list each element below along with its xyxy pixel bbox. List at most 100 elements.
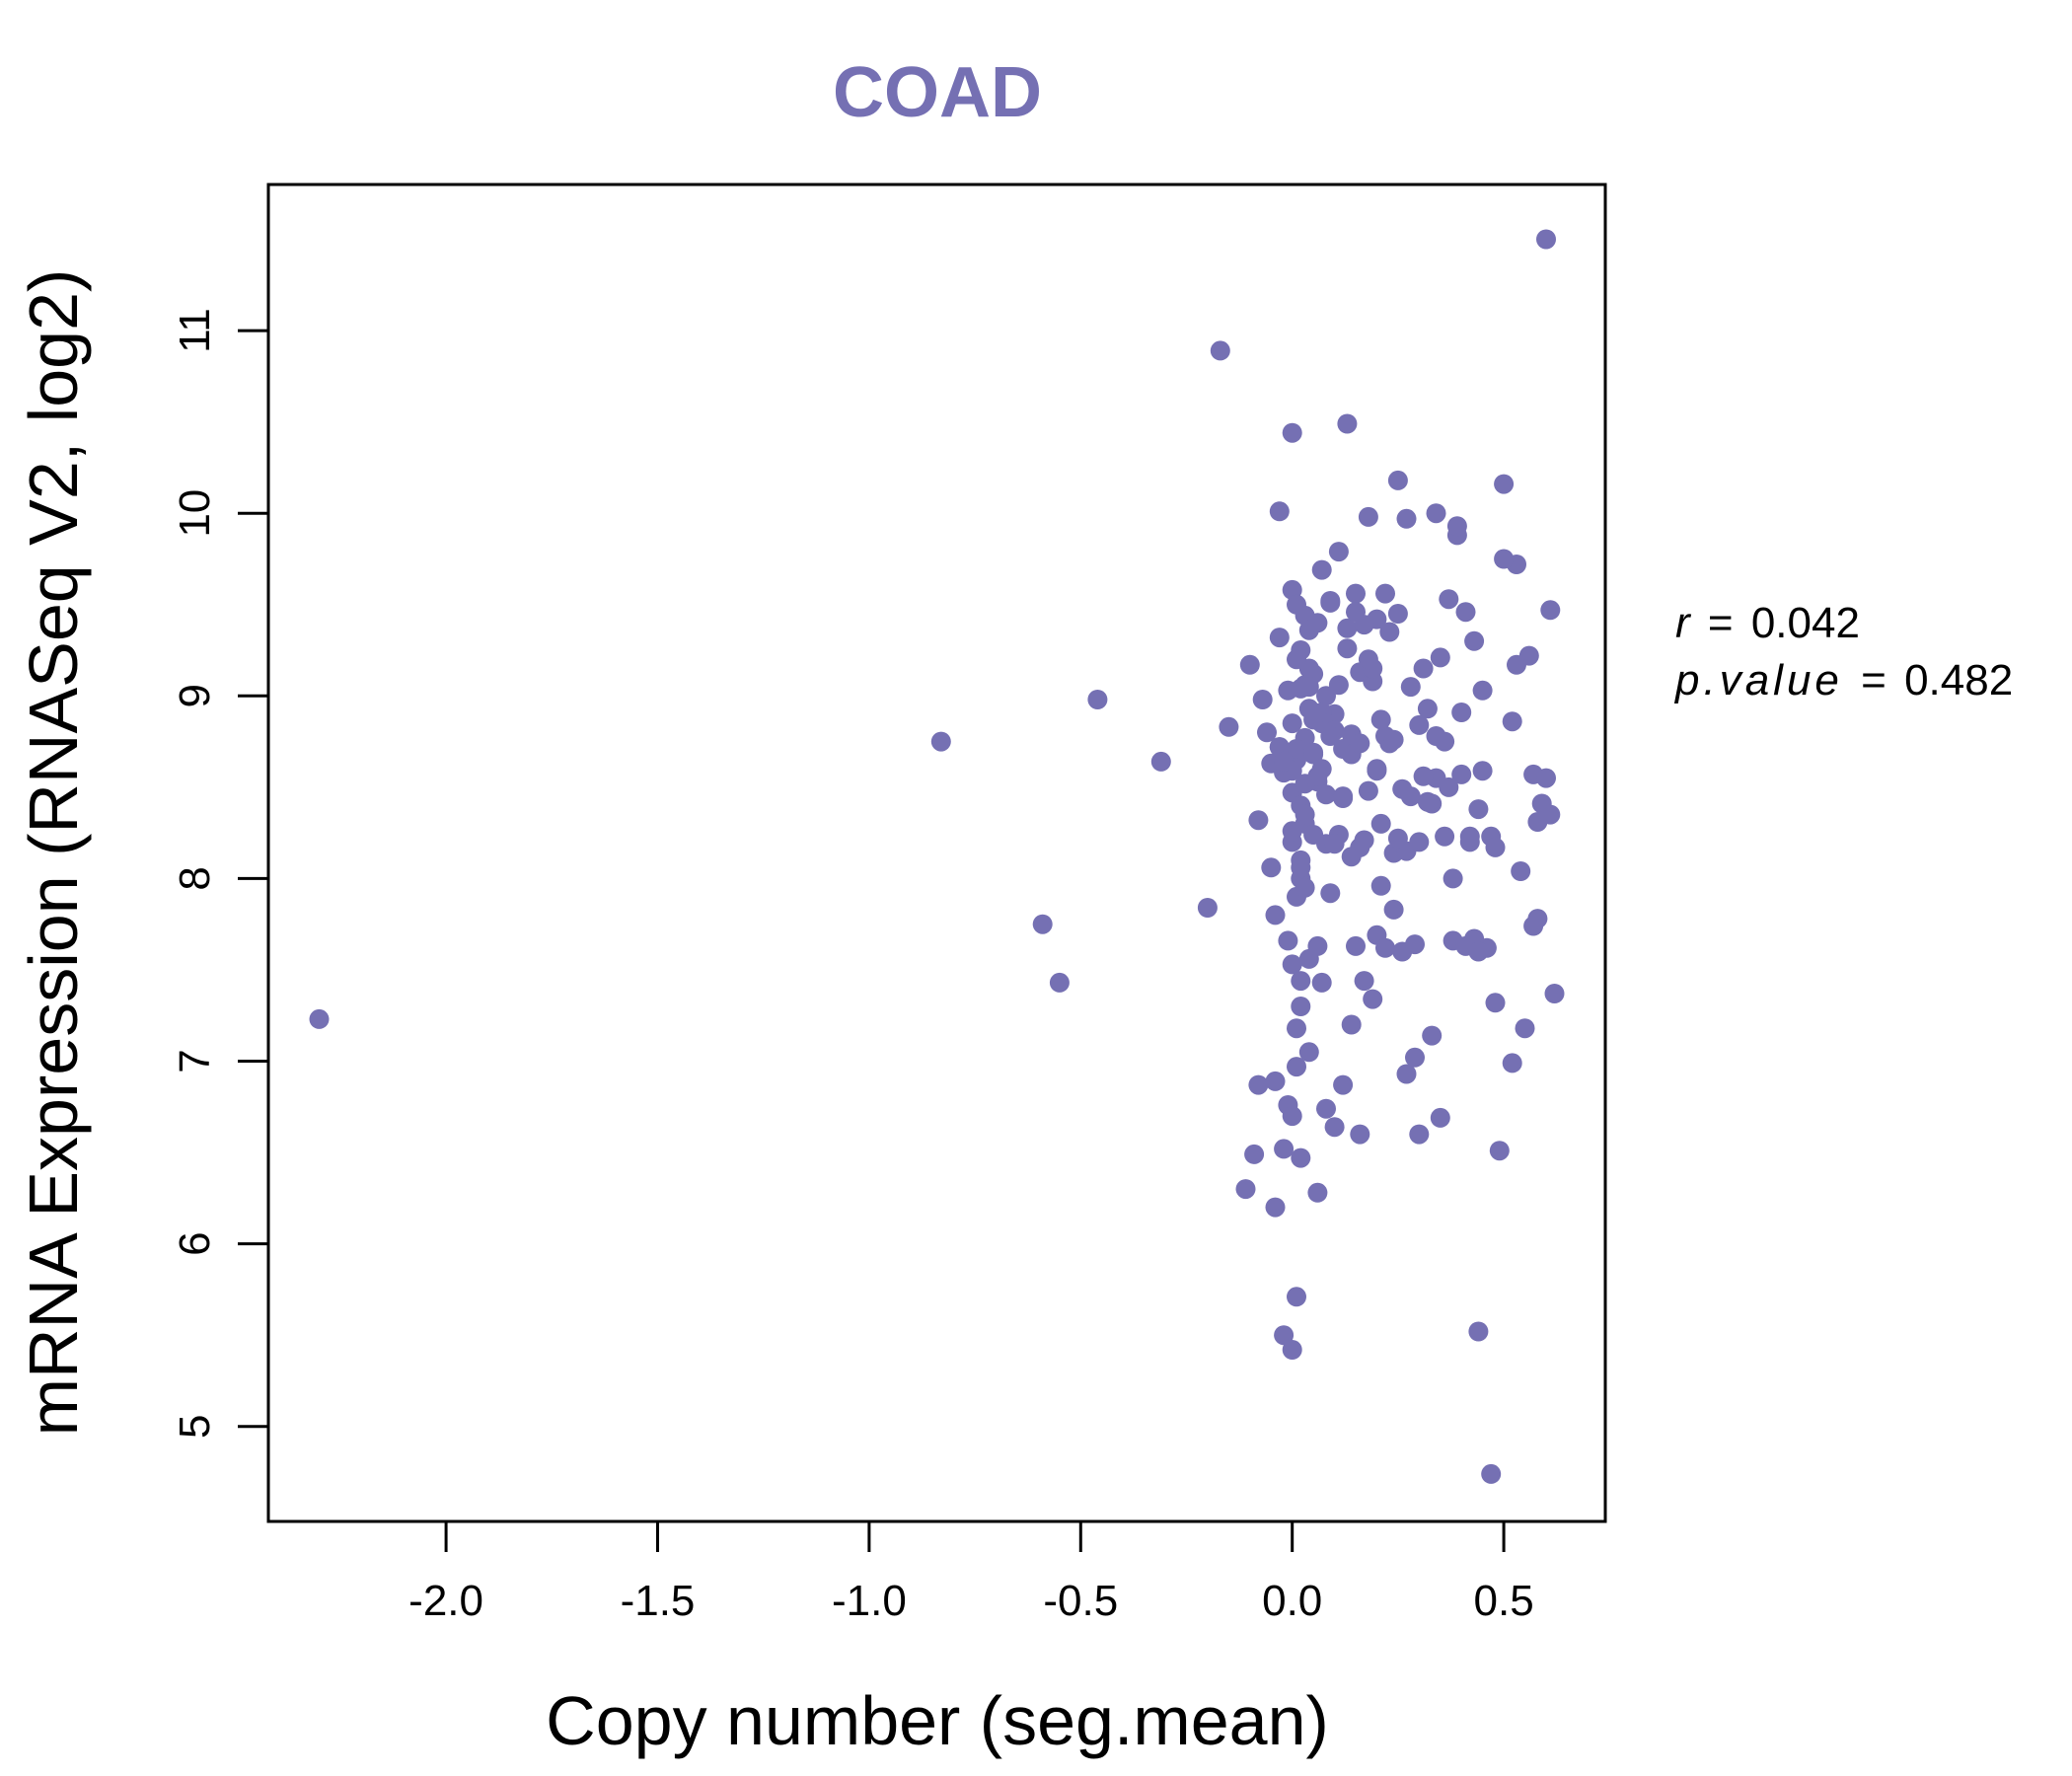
data-point	[1328, 542, 1349, 562]
data-point	[1307, 935, 1328, 956]
data-point	[1337, 618, 1358, 638]
data-point	[1307, 1182, 1328, 1203]
data-point	[1363, 989, 1383, 1009]
data-point	[1502, 1053, 1522, 1073]
data-point	[1244, 1144, 1265, 1164]
data-point	[1291, 1147, 1311, 1168]
y-tick-label: 8	[171, 866, 219, 890]
data-point	[1324, 1117, 1345, 1138]
data-point	[1311, 559, 1332, 580]
data-point	[1350, 1124, 1370, 1145]
data-point	[1333, 1074, 1354, 1095]
data-point	[1219, 716, 1239, 737]
data-point	[1316, 784, 1336, 805]
x-tick-label: 0.5	[1474, 1577, 1534, 1625]
data-point	[1422, 793, 1443, 814]
data-point	[1210, 340, 1230, 361]
data-point	[1502, 711, 1522, 732]
chart-title: COAD	[833, 53, 1042, 132]
data-point	[1422, 1025, 1443, 1046]
data-point	[1375, 583, 1395, 604]
data-point	[1409, 714, 1430, 735]
data-point	[1443, 868, 1463, 889]
data-point	[1400, 677, 1421, 698]
data-point	[1439, 589, 1459, 610]
data-point	[930, 731, 951, 752]
data-point	[1287, 1018, 1306, 1039]
data-point	[1354, 615, 1374, 635]
data-point	[1311, 972, 1332, 993]
data-point	[1354, 971, 1374, 992]
y-tick-label: 11	[171, 308, 219, 353]
x-tick-label: -1.0	[832, 1577, 907, 1625]
data-point	[1298, 677, 1319, 698]
data-point	[1316, 1098, 1336, 1119]
data-point	[1287, 1057, 1306, 1077]
data-point	[1370, 875, 1391, 896]
data-point	[1291, 971, 1311, 992]
data-point	[1265, 905, 1286, 925]
data-point	[1032, 914, 1053, 934]
data-point	[1370, 813, 1391, 834]
data-point	[1459, 826, 1480, 847]
data-point	[1282, 821, 1302, 842]
data-point	[1274, 1139, 1295, 1159]
data-point	[1274, 751, 1295, 772]
data-point	[1235, 1179, 1256, 1200]
data-point	[1278, 930, 1298, 951]
data-point	[1261, 857, 1282, 878]
y-axis: 5 6 7 8 9 10 11	[171, 308, 268, 1439]
data-point	[1328, 675, 1349, 696]
r-symbol: r	[1675, 599, 1692, 647]
r-equals: =	[1708, 599, 1734, 647]
y-tick-label: 9	[171, 684, 219, 707]
data-point	[1379, 622, 1400, 642]
data-point	[1409, 832, 1430, 852]
data-point	[1494, 474, 1515, 494]
y-tick-label: 5	[171, 1415, 219, 1439]
data-point	[1383, 729, 1404, 750]
data-point	[1287, 739, 1306, 759]
points-layer	[309, 229, 1565, 1484]
x-tick-label: -2.0	[408, 1577, 483, 1625]
data-point	[1367, 759, 1387, 779]
data-point	[1265, 1071, 1286, 1091]
data-point	[1252, 690, 1273, 709]
plot-frame	[266, 183, 1607, 1523]
data-point	[1346, 935, 1366, 956]
data-point	[1439, 777, 1459, 797]
data-point	[1358, 506, 1378, 527]
p-value-stat: p.value = 0.482	[1673, 656, 2013, 704]
data-point	[1387, 828, 1408, 849]
data-point	[1494, 549, 1515, 569]
data-point	[1303, 742, 1324, 763]
data-point	[1472, 680, 1493, 701]
x-tick-label: -1.5	[621, 1577, 696, 1625]
data-point	[1337, 413, 1358, 434]
data-point	[1455, 602, 1476, 623]
data-point	[1396, 508, 1417, 529]
data-point	[1515, 1018, 1535, 1039]
data-point	[1540, 804, 1561, 825]
data-point	[1392, 778, 1413, 799]
data-point	[1291, 857, 1311, 878]
y-axis-label: mRNA Expression (RNASeq V2, log2)	[15, 269, 92, 1437]
data-point	[1387, 604, 1408, 624]
data-point	[1298, 1042, 1319, 1063]
data-point	[1446, 516, 1467, 537]
y-tick-label: 7	[171, 1049, 219, 1073]
p-equals: =	[1861, 656, 1887, 704]
data-point	[1405, 1047, 1425, 1068]
data-point	[1087, 690, 1108, 709]
data-point	[1375, 937, 1395, 958]
p-value: 0.482	[1904, 656, 2013, 704]
data-point	[1282, 1340, 1302, 1360]
x-tick-label: -0.5	[1043, 1577, 1118, 1625]
data-point	[1337, 638, 1358, 659]
data-point	[1405, 934, 1425, 955]
data-point	[1540, 600, 1561, 621]
data-point	[1269, 501, 1290, 522]
data-point	[1468, 799, 1489, 820]
data-point	[1282, 1106, 1302, 1127]
data-point	[1287, 649, 1306, 670]
